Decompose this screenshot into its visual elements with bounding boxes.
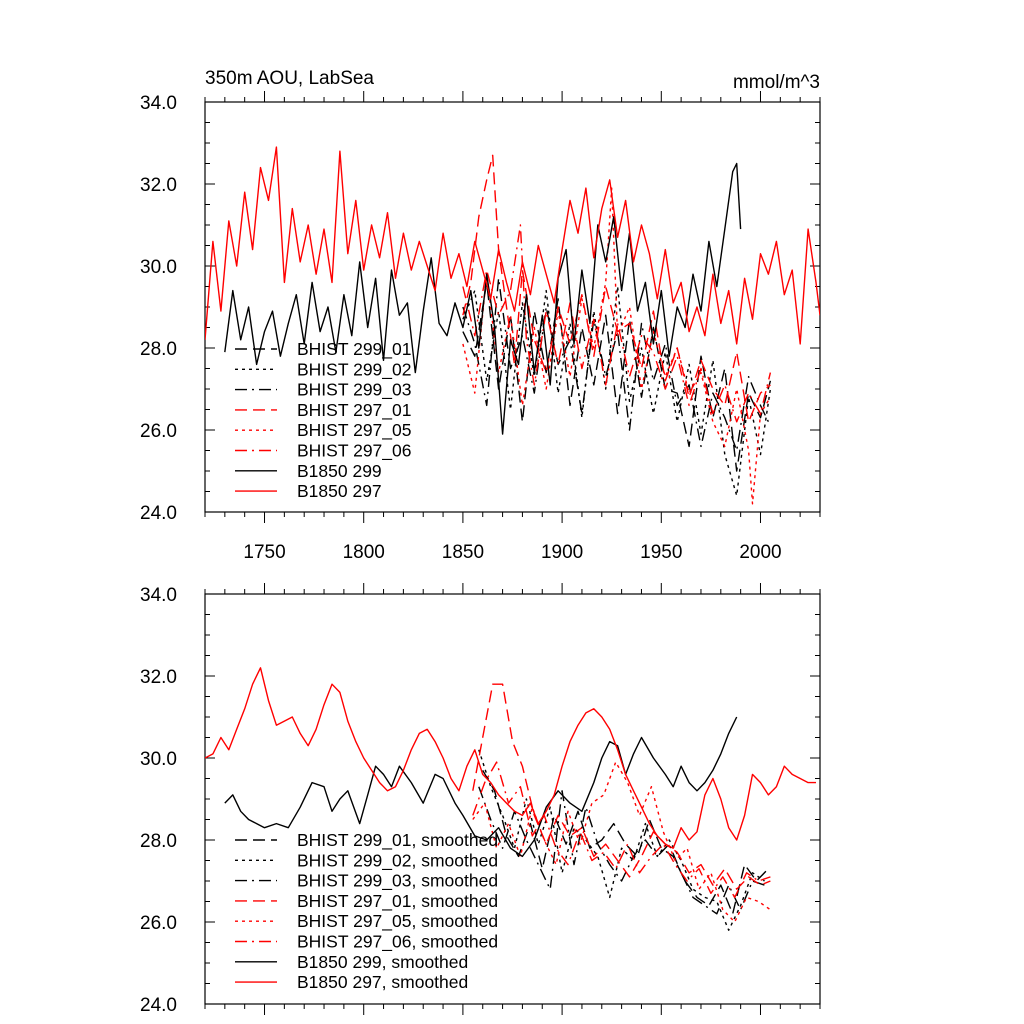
top-series-line-6 — [462, 224, 772, 423]
bottom-series-line-7 — [224, 716, 738, 858]
top-panel: 350m AOU, LabSea mmol/m^3 24.0 26.0 28.0 30… — [140, 68, 821, 563]
top-ytick-label: 24.0 — [140, 503, 177, 524]
top-xtick-label: 2000 — [739, 542, 781, 563]
bottom-series-line-4 — [472, 683, 771, 890]
bottom-series-line-6 — [472, 761, 771, 899]
bottom-panel-axes: 24.0 26.0 28.0 30.0 32.0 34.0 — [140, 583, 821, 1016]
top-ytick-label: 28.0 — [140, 339, 177, 360]
top-legend-label-7: B1850 299 — [297, 461, 382, 481]
bottom-legend-label-7: B1850 299, smoothed — [297, 952, 468, 972]
bottom-ytick-label: 30.0 — [140, 749, 177, 770]
bottom-legend-label-4: BHIST 297_01, smoothed — [297, 891, 498, 912]
top-ytick-label: 32.0 — [140, 175, 177, 196]
bottom-legend-label-1: BHIST 299_01, smoothed — [297, 830, 498, 851]
top-xtick-label: 1900 — [541, 542, 583, 563]
top-panel-series — [205, 146, 820, 505]
top-ytick-label: 30.0 — [140, 257, 177, 278]
bottom-ytick-label: 28.0 — [140, 831, 177, 852]
top-legend-label-1: BHIST 299_01 — [297, 339, 411, 360]
bottom-legend-label-6: BHIST 297_06, smoothed — [297, 932, 498, 953]
top-xtick-label: 1800 — [343, 542, 385, 563]
top-legend-label-8: B1850 297 — [297, 481, 382, 501]
bottom-legend-label-2: BHIST 299_02, smoothed — [297, 850, 498, 871]
top-panel-title: 350m AOU, LabSea — [205, 68, 374, 89]
bottom-ytick-label: 34.0 — [140, 585, 177, 606]
top-ytick-label: 34.0 — [140, 93, 177, 114]
bottom-panel-series — [205, 667, 816, 931]
top-series-line-7 — [224, 162, 742, 435]
top-panel-axes: 24.0 26.0 28.0 30.0 32.0 34.0 1750 1800 1850 1900… — [140, 91, 821, 563]
top-series-line-1 — [462, 281, 772, 472]
top-legend-label-6: BHIST 297_06 — [297, 441, 411, 462]
bottom-ytick-label: 24.0 — [140, 995, 177, 1016]
top-legend-label-5: BHIST 297_05 — [297, 420, 411, 441]
top-xtick-label: 1850 — [442, 542, 484, 563]
bottom-series-line-2 — [478, 749, 765, 931]
bottom-series-line-3 — [478, 786, 765, 915]
top-series-line-4 — [462, 154, 771, 423]
top-xtick-label: 1750 — [243, 542, 285, 563]
bottom-legend-label-3: BHIST 299_03, smoothed — [297, 871, 498, 892]
bottom-series-line-8 — [205, 667, 816, 849]
bottom-ytick-label: 26.0 — [140, 913, 177, 934]
top-series-line-5 — [462, 187, 771, 505]
top-panel-units: mmol/m^3 — [733, 72, 820, 93]
top-legend-label-2: BHIST 299_02 — [297, 359, 411, 380]
bottom-series-line-1 — [482, 769, 769, 915]
bottom-ytick-label: 32.0 — [140, 667, 177, 688]
top-legend-label-4: BHIST 297_01 — [297, 400, 411, 421]
top-ytick-label: 26.0 — [140, 421, 177, 442]
bottom-panel: 24.0 26.0 28.0 30.0 32.0 34.0 BHIST 299_01, s… — [140, 583, 821, 1016]
bottom-series-line-5 — [472, 761, 771, 923]
bottom-legend-label-5: BHIST 297_05, smoothed — [297, 911, 498, 932]
top-series-line-8 — [205, 146, 820, 345]
top-legend-label-3: BHIST 299_03 — [297, 380, 411, 401]
bottom-legend-label-8: B1850 297, smoothed — [297, 972, 468, 992]
top-xtick-label: 1950 — [640, 542, 682, 563]
